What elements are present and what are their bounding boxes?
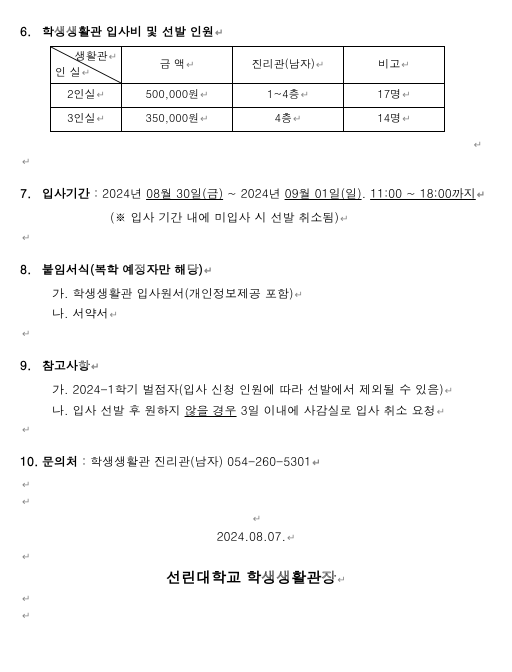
- col-amount: 금 액↵: [122, 47, 233, 84]
- sec6-num: 6.: [20, 22, 42, 42]
- cell-room-0: 2인실↵: [51, 84, 122, 108]
- blank-line: ↵: [22, 476, 492, 493]
- fee-table: 생활관↵ 인 실↵ 금 액↵ 진리관(남자)↵ 비고↵ 2인실↵ 500,000…: [50, 46, 445, 131]
- sec10-title-text: 문의처: [42, 453, 78, 470]
- para-mark: ↵: [20, 136, 482, 153]
- sec9-title: 9.참고사항↵: [20, 356, 492, 376]
- blank-line: ↵: [22, 493, 492, 510]
- sec8-num: 8.: [20, 260, 42, 280]
- col-note: 비고↵: [344, 47, 445, 84]
- sec9-num: 9.: [20, 356, 42, 376]
- sec7-title: 7.입사기간 : 2024년 08월 30일(금) ~ 2024년 09월 01…: [20, 184, 492, 204]
- sec7-body-a: : 2024년: [90, 185, 146, 202]
- sec7-date2: 09월 01일(일): [285, 185, 362, 202]
- cell-count-1: 14명↵: [344, 108, 445, 132]
- sec7-num: 7.: [20, 184, 42, 204]
- blank-line: ↵: [22, 607, 492, 624]
- sec6-title-text: 학생생활관 입사비 및 선발 인원: [42, 23, 214, 40]
- sec6-title: 6.학생생활관 입사비 및 선발 인원↵: [20, 22, 492, 42]
- sec10-num: 10.: [20, 452, 42, 472]
- sec7-body-b: ~ 2024년: [223, 185, 285, 202]
- return-mark: ↵: [215, 25, 223, 39]
- sec7-note: (※ 입사 기간 내에 미입사 시 선발 취소됨)↵: [110, 208, 492, 228]
- sec7-time: 11:00 ~ 18:00까지: [370, 185, 476, 202]
- sec8-b: 나. 서약서↵: [52, 304, 492, 324]
- sec9-a: 가. 2024-1학기 벌점자(입사 신청 인원에 따라 선발에서 제외될 수 …: [52, 380, 492, 400]
- sec10-body: : 학생생활관 진리관(남자) 054-260-5301: [78, 453, 311, 470]
- table-row: 2인실↵ 500,000원↵ 1~4층↵ 17명↵: [51, 84, 445, 108]
- blank-line: ↵: [22, 548, 492, 565]
- sec8-title-text: 붙임서식(복학 예정자만 해당): [42, 261, 203, 278]
- blank-line: ↵: [22, 229, 492, 246]
- blank-line: ↵: [22, 590, 492, 607]
- blank-line: ↵: [22, 153, 492, 170]
- blank-line: ↵: [22, 421, 492, 438]
- cell-count-0: 17명↵: [344, 84, 445, 108]
- diag-bot-label: 인 실↵: [55, 64, 90, 83]
- diag-header: 생활관↵ 인 실↵: [51, 47, 122, 84]
- footer-date: 2024.08.07.↵: [20, 527, 492, 547]
- cell-amount-0: 500,000원↵: [122, 84, 233, 108]
- cell-amount-1: 350,000원↵: [122, 108, 233, 132]
- sec9-b: 나. 입사 선발 후 원하지 않을 경우 3일 이내에 사감실로 입사 취소 요…: [52, 401, 492, 421]
- table-row: 3인실↵ 350,000원↵ 4층↵ 14명↵: [51, 108, 445, 132]
- sec7-date1: 08월 30일(금): [146, 185, 223, 202]
- sec9-title-text: 참고사항: [42, 357, 90, 374]
- footer-org: 선린대학교 학생생활관장↵: [20, 565, 492, 591]
- cell-floor-0: 1~4층↵: [233, 84, 344, 108]
- col-hall: 진리관(남자)↵: [233, 47, 344, 84]
- sec7-body-c: .: [362, 185, 371, 202]
- cell-room-1: 3인실↵: [51, 108, 122, 132]
- sec8-title: 8.붙임서식(복학 예정자만 해당)↵: [20, 260, 492, 280]
- sec7-title-text: 입사기간: [42, 185, 90, 202]
- table-header-row: 생활관↵ 인 실↵ 금 액↵ 진리관(남자)↵ 비고↵: [51, 47, 445, 84]
- sec10-title: 10.문의처 : 학생생활관 진리관(남자) 054-260-5301↵: [20, 452, 492, 472]
- blank-line: ↵: [22, 510, 492, 527]
- cell-floor-1: 4층↵: [233, 108, 344, 132]
- sec8-a: 가. 학생생활관 입사원서(개인정보제공 포함)↵: [52, 284, 492, 304]
- blank-line: ↵: [22, 325, 492, 342]
